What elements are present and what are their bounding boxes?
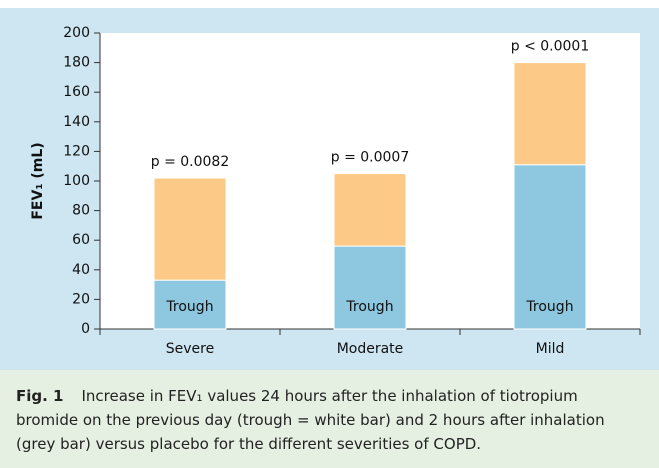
bar-segment — [153, 279, 227, 330]
x-tick-label: Moderate — [337, 341, 404, 357]
caption-label: Fig. 1 — [16, 387, 64, 405]
chart: FEV₁ (mL) 0 20 40 60 80 100 120 140 160 180 200 Sev… — [0, 8, 659, 370]
annotation: p < 0.0001 — [511, 39, 590, 55]
bar-segment — [333, 173, 407, 247]
caption: Fig. 1 Increase in FEV₁ values 24 hours a… — [0, 370, 659, 468]
y-tick-label: 80 — [72, 203, 90, 219]
y-tick-label: 60 — [72, 232, 90, 248]
y-tick-label: 20 — [72, 291, 90, 307]
bar-label: Trough — [165, 299, 213, 315]
y-tick-label: 180 — [63, 55, 90, 71]
caption-text: Increase in FEV₁ values 24 hours after t… — [16, 387, 605, 453]
y-tick-label: 40 — [72, 262, 90, 278]
y-tick-label: 0 — [81, 321, 90, 337]
bar-segment — [513, 62, 587, 166]
x-tick-label: Severe — [166, 341, 214, 357]
y-axis-label: FEV₁ (mL) — [30, 142, 46, 219]
annotation: p = 0.0082 — [151, 154, 230, 170]
y-tick-label: 200 — [63, 25, 90, 41]
bar-segment — [153, 177, 227, 281]
x-tick-label: Mild — [536, 341, 565, 357]
annotation: p = 0.0007 — [331, 150, 410, 166]
y-tick-label: 160 — [63, 84, 90, 100]
bar-label: Trough — [525, 299, 573, 315]
y-tick-label: 140 — [63, 114, 90, 130]
bar-segment — [333, 245, 407, 330]
bar-segment — [513, 164, 587, 330]
bar-label: Trough — [345, 299, 393, 315]
y-tick-label: 120 — [63, 143, 90, 159]
y-tick-label: 100 — [63, 173, 90, 189]
